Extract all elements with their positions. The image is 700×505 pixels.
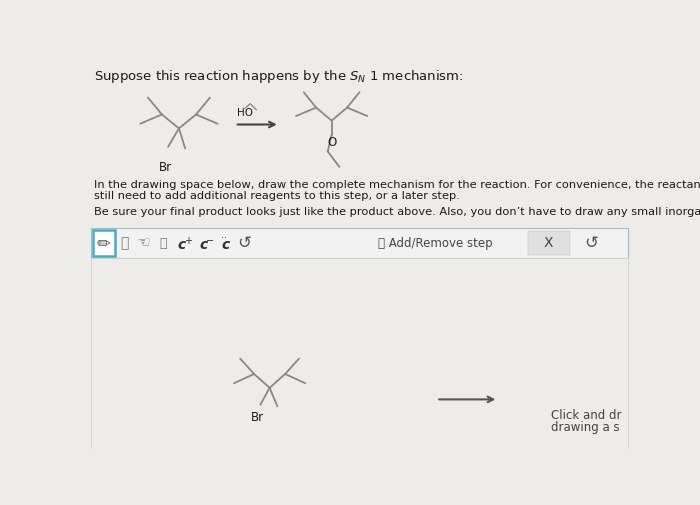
Text: ✏: ✏ — [97, 234, 111, 252]
Text: ↺: ↺ — [584, 234, 598, 252]
Text: ⧇ Add/Remove step: ⧇ Add/Remove step — [378, 236, 493, 249]
Text: Click and dr: Click and dr — [551, 410, 622, 422]
Text: c: c — [221, 238, 230, 251]
Text: In the drawing space below, draw the complete mechanism for the reaction. For co: In the drawing space below, draw the com… — [94, 180, 700, 190]
Text: ⬜: ⬜ — [159, 236, 167, 249]
Text: ↺: ↺ — [237, 234, 251, 252]
Text: Suppose this reaction happens by the $S_N$ 1 mechanism:: Suppose this reaction happens by the $S_… — [94, 68, 463, 85]
Bar — [528, 231, 570, 256]
Text: +: + — [184, 236, 192, 246]
Text: c: c — [199, 238, 208, 251]
Text: drawing a s: drawing a s — [551, 421, 620, 434]
Text: still need to add additional reagents to this step, or a later step.: still need to add additional reagents to… — [94, 191, 460, 200]
Text: O: O — [327, 136, 336, 149]
Text: −: − — [206, 236, 214, 246]
Bar — [93, 230, 115, 256]
Text: Be sure your final product looks just like the product above. Also, you don’t ha: Be sure your final product looks just li… — [94, 207, 700, 217]
Text: 🖊: 🖊 — [120, 236, 129, 250]
Bar — [92, 228, 628, 258]
Text: Br: Br — [251, 411, 264, 424]
Text: ··: ·· — [221, 233, 230, 243]
Text: HO: HO — [237, 109, 253, 118]
Text: ☜: ☜ — [136, 236, 150, 250]
Text: X: X — [544, 236, 554, 250]
Text: c: c — [178, 238, 186, 251]
Text: Br: Br — [159, 161, 172, 174]
Bar — [92, 258, 628, 449]
